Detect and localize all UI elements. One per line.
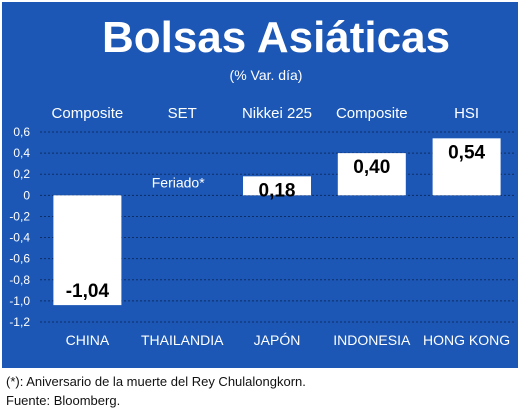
y-tick-label: -1,0: [9, 294, 30, 308]
bar: [337, 153, 406, 196]
y-tick-label: 0,6: [13, 125, 30, 139]
index-name-label: Nikkei 225: [242, 105, 312, 122]
category-label: JAPÓN: [254, 332, 301, 348]
y-axis: 0,6 0,4 0,2 0 -0,2 -0,4 -0,6 -0,8 -1,0 -1,2: [9, 125, 30, 329]
value-label: Feriado*: [152, 174, 205, 190]
y-tick-label: -0,4: [9, 231, 30, 245]
bars: [53, 138, 501, 306]
bar-chart: Bolsas Asiáticas (% Var. día) 0,60,40,20…: [2, 2, 518, 368]
category-label: HONG KONG: [423, 332, 510, 348]
value-label: 0,18: [259, 180, 296, 201]
y-tick-label: 0,2: [13, 167, 30, 181]
y-tick-label: 0,4: [13, 146, 30, 160]
chart-title: Bolsas Asiáticas: [102, 13, 450, 62]
category-label: CHINA: [66, 332, 110, 348]
source-text: Fuente: Bloomberg.: [6, 393, 121, 408]
y-tick-label: -0,8: [9, 273, 30, 287]
category-label: INDONESIA: [333, 332, 411, 348]
footnotes: (*): Aniversario de la muerte del Rey Ch…: [6, 372, 514, 410]
bar: [53, 195, 122, 306]
index-name-label: Composite: [52, 105, 124, 122]
labels: Composite CHINA -1,04 SET THAILANDIA Feriado*…: [52, 105, 511, 348]
y-tick-label: -1,2: [9, 315, 30, 329]
bar: [432, 138, 501, 196]
y-tick-label: 0: [23, 188, 30, 202]
index-name-label: Composite: [336, 105, 408, 122]
index-name-label: HSI: [454, 105, 479, 122]
y-tick-label: -0,6: [9, 252, 30, 266]
y-tick-label: -0,2: [9, 209, 30, 223]
footnote-text: (*): Aniversario de la muerte del Rey Ch…: [6, 374, 306, 389]
value-label: 0,54: [448, 142, 485, 163]
index-name-label: SET: [168, 105, 197, 122]
category-label: THAILANDIA: [141, 332, 224, 348]
value-label: -1,04: [66, 281, 110, 302]
value-label: 0,40: [353, 157, 390, 178]
chart-subtitle: (% Var. día): [230, 67, 303, 83]
bar: [243, 176, 311, 196]
